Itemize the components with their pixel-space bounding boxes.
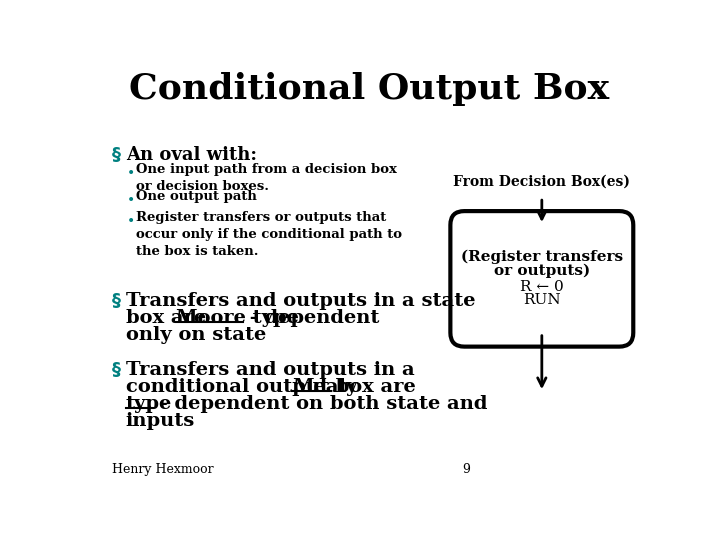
Text: One output path: One output path: [137, 190, 257, 203]
Text: R ← 0: R ← 0: [520, 280, 564, 294]
Text: Conditional Output Box: Conditional Output Box: [129, 72, 609, 106]
Text: RUN: RUN: [523, 293, 561, 307]
Text: (Register transfers: (Register transfers: [461, 250, 623, 265]
Text: §: §: [112, 292, 121, 310]
Text: Register transfers or outputs that
occur only if the conditional path to
the box: Register transfers or outputs that occur…: [137, 211, 402, 258]
Text: §: §: [112, 146, 121, 164]
Text: inputs: inputs: [126, 412, 195, 430]
Text: - dependent on both state and: - dependent on both state and: [153, 395, 487, 413]
Text: One input path from a decision box
or decision boxes.: One input path from a decision box or de…: [137, 164, 397, 193]
Text: only on state: only on state: [126, 326, 266, 344]
FancyBboxPatch shape: [451, 211, 634, 347]
Text: §: §: [112, 361, 121, 379]
Text: •: •: [127, 193, 135, 207]
Text: •: •: [127, 166, 135, 180]
Text: From Decision Box(es): From Decision Box(es): [454, 175, 630, 189]
Text: An oval with:: An oval with:: [126, 146, 256, 164]
Text: Henry Hexmoor: Henry Hexmoor: [112, 463, 213, 476]
Text: conditional output box are: conditional output box are: [126, 378, 422, 396]
Text: Transfers and outputs in a state: Transfers and outputs in a state: [126, 292, 475, 310]
Text: box are: box are: [126, 309, 212, 327]
Text: Mealy: Mealy: [292, 378, 358, 396]
Text: type: type: [126, 395, 172, 413]
Text: Transfers and outputs in a: Transfers and outputs in a: [126, 361, 415, 379]
Text: or outputs): or outputs): [494, 264, 590, 278]
Text: 9: 9: [462, 463, 470, 476]
Text: - dependent: - dependent: [243, 309, 380, 327]
Text: •: •: [127, 214, 135, 228]
Text: Moore type: Moore type: [176, 309, 299, 327]
